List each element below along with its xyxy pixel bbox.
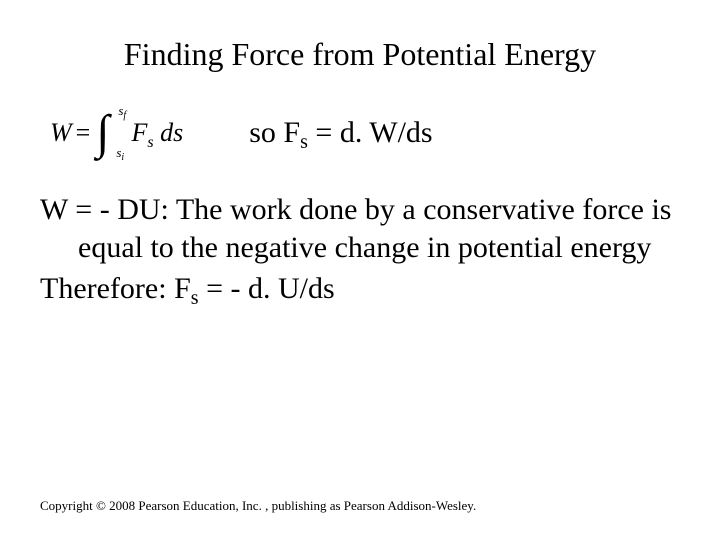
slide-title: Finding Force from Potential Energy (40, 36, 680, 73)
body-line-2: Therefore: Fs = - d. U/ds (40, 270, 680, 308)
body2-post: = - d. U/ds (199, 272, 335, 305)
equals-sign: = (76, 118, 91, 148)
copyright-text: Copyright © 2008 Pearson Education, Inc.… (40, 498, 476, 514)
body2-pre: Therefore: F (40, 272, 191, 305)
integrand-F: F (132, 118, 148, 147)
rhs-sub: s (300, 131, 308, 153)
integral-sign: ∫ (96, 106, 109, 159)
integral-sign-wrap: ∫ sf si (96, 109, 109, 157)
body2-sub: s (191, 287, 199, 309)
integral-upper-limit: sf (118, 103, 126, 119)
integral-lower-limit: si (116, 145, 124, 161)
equation-rhs: so Fs = d. W/ds (249, 116, 432, 150)
body1-pre: W = - (40, 193, 117, 226)
rhs-rest: = d. W/ds (308, 116, 433, 149)
integrand-sub: s (147, 134, 153, 151)
integral-expression: W = ∫ sf si Fs ds (50, 109, 183, 157)
integrand: Fs ds (132, 118, 184, 148)
slide: Finding Force from Potential Energy W = … (0, 0, 720, 540)
delta-symbol: D (117, 193, 139, 226)
int-upper-sub: f (123, 110, 126, 121)
integrand-ds: ds (154, 118, 184, 147)
body1-post: U: The work done by a conservative force… (78, 193, 671, 264)
rhs-so: so F (249, 116, 300, 149)
body-line-1: W = - DU: The work done by a conservativ… (40, 191, 680, 266)
int-lower-sub: i (121, 152, 124, 163)
equation-row: W = ∫ sf si Fs ds so Fs = d. W/ds (40, 109, 680, 157)
lhs-W: W (50, 118, 72, 148)
